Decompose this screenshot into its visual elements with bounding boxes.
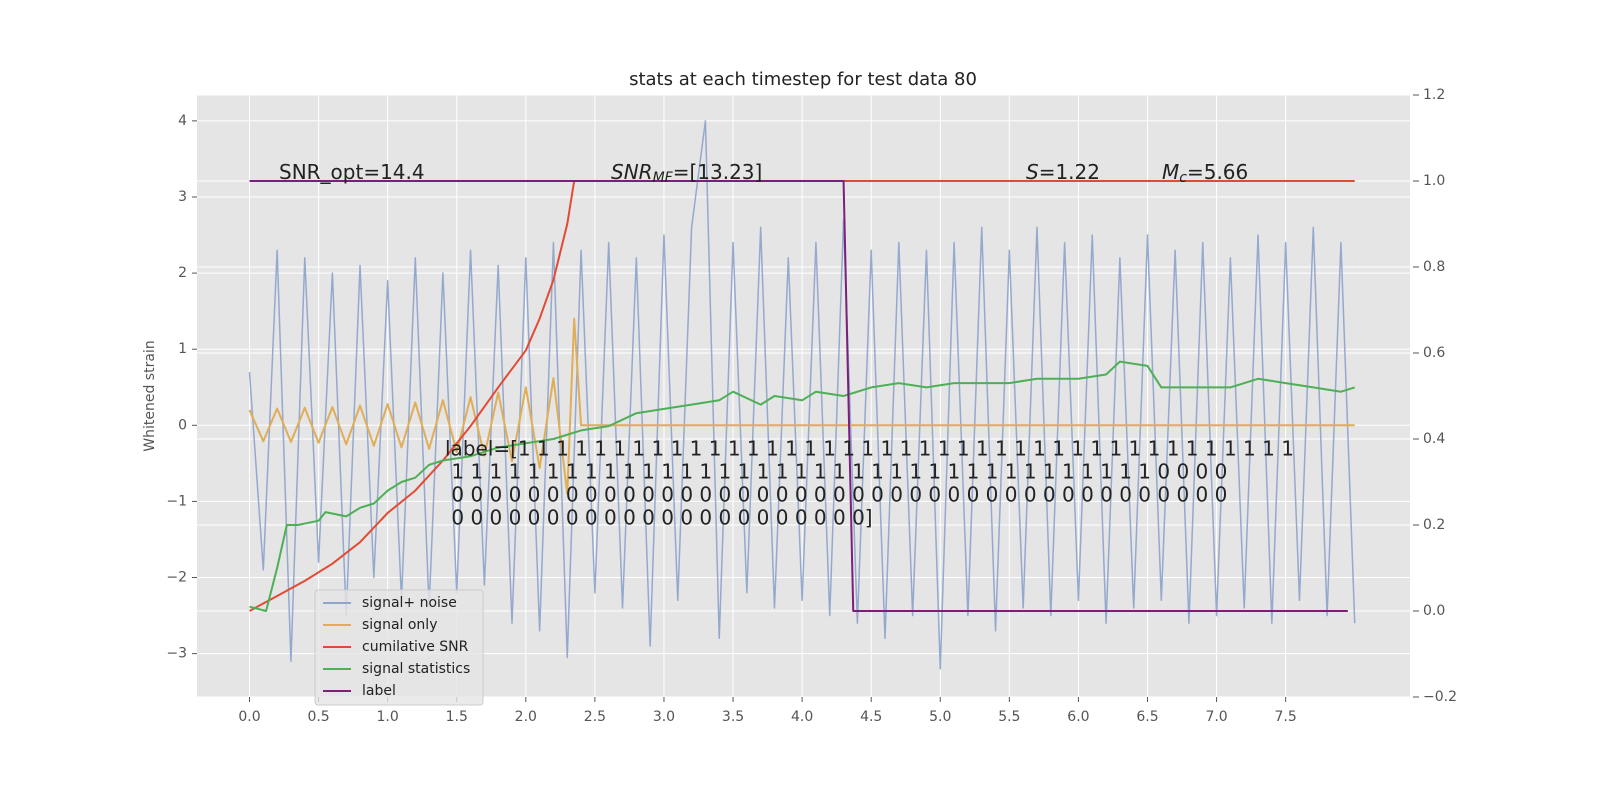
y-tick-label: −1	[166, 493, 187, 509]
y2-tick-label: 0.2	[1423, 517, 1445, 533]
legend-label: signal+ noise	[362, 595, 457, 611]
y2-tick-label: 0.6	[1423, 345, 1445, 361]
y2-tick-label: 0.4	[1423, 431, 1445, 447]
x-tick-label: 0.5	[307, 709, 329, 725]
legend-label: signal statistics	[362, 661, 470, 677]
y-tick-label: −3	[166, 646, 187, 662]
x-tick-label: 5.5	[998, 709, 1020, 725]
x-tick-label: 0.0	[238, 709, 260, 725]
annotation-base: SNR_opt=14.4	[279, 160, 425, 184]
y2-tick-label: 1.2	[1423, 87, 1445, 103]
legend-label: signal only	[362, 617, 437, 633]
legend-label: label	[362, 683, 396, 699]
y2-tick-label: 0.8	[1423, 259, 1445, 275]
series-line	[249, 360, 1356, 612]
series-line	[248, 120, 1356, 670]
annotation-base: M	[1162, 160, 1179, 184]
series-line	[248, 317, 1355, 495]
x-tick-label: 6.0	[1067, 709, 1089, 725]
label-text: 1 1 1 1 1 1 1 1 1 1 1 1 1 1 1 1 1 1 1 1 …	[445, 460, 1227, 484]
y-tick-label: 3	[178, 189, 187, 205]
x-tick-label: 5.0	[929, 709, 951, 725]
y-tick-label: 4	[178, 113, 187, 129]
y-tick-label: −2	[166, 570, 187, 586]
annotation-sub: c	[1179, 170, 1187, 186]
chart-title: stats at each timestep for test data 80	[629, 69, 977, 90]
series-line	[249, 180, 1355, 612]
annotation-sub: MF	[653, 170, 674, 186]
x-tick-label: 7.0	[1205, 709, 1227, 725]
y-tick-label: 2	[178, 265, 187, 281]
label-text: label=[1 1 1 1 1 1 1 1 1 1 1 1 1 1 1 1 1…	[445, 437, 1294, 461]
x-tick-label: 2.0	[515, 709, 537, 725]
annotation: SNRMF=[13.23]	[611, 160, 762, 187]
annotation: S=1.22	[1026, 160, 1100, 184]
x-tick-label: 3.0	[653, 709, 675, 725]
y2-tick-label: −0.2	[1423, 689, 1457, 705]
y-tick-label: 0	[178, 417, 187, 433]
annotation-rest: =5.66	[1187, 160, 1248, 184]
legend-box	[314, 589, 484, 706]
series-line	[249, 180, 1348, 612]
x-tick-label: 2.5	[584, 709, 606, 725]
annotation: SNR_opt=14.4	[279, 160, 425, 184]
label-text: 0 0 0 0 0 0 0 0 0 0 0 0 0 0 0 0 0 0 0 0 …	[445, 506, 873, 530]
x-tick-label: 7.5	[1275, 709, 1297, 725]
label-text: 0 0 0 0 0 0 0 0 0 0 0 0 0 0 0 0 0 0 0 0 …	[445, 483, 1227, 507]
x-tick-label: 1.5	[446, 709, 468, 725]
y-axis-label: Whitened strain	[142, 340, 158, 451]
x-tick-label: 6.5	[1136, 709, 1158, 725]
x-tick-label: 1.0	[377, 709, 399, 725]
annotation-base: SNR	[611, 160, 653, 184]
annotation-rest: =1.22	[1039, 160, 1100, 184]
annotation-base: S	[1026, 160, 1039, 184]
legend: signal+ noise signal only cumilative SNR si…	[314, 589, 484, 706]
y2-tick-label: 0.0	[1423, 603, 1445, 619]
x-tick-label: 4.0	[791, 709, 813, 725]
y-tick-label: 1	[178, 341, 187, 357]
annotation: Mc=5.66	[1162, 160, 1248, 187]
x-tick-label: 3.5	[722, 709, 744, 725]
y2-tick-label: 1.0	[1423, 173, 1445, 189]
x-tick-label: 4.5	[860, 709, 882, 725]
legend-label: cumilative SNR	[362, 639, 469, 655]
annotation-rest: =[13.23]	[673, 160, 763, 184]
